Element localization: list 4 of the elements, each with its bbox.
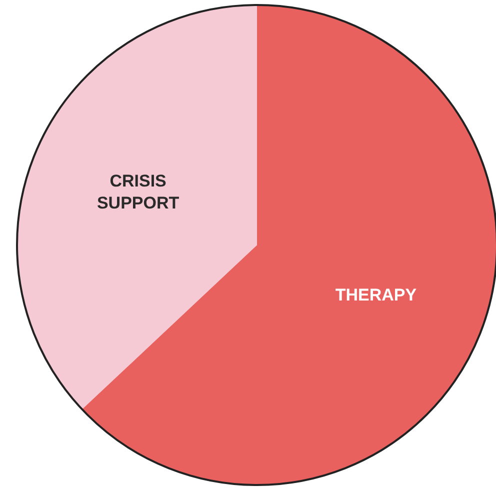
pie-slice (82, 5, 496, 485)
slice-label: THERAPY (335, 286, 418, 305)
pie-slice (17, 5, 257, 410)
slice-label: CRISIS SUPPORT (96, 172, 180, 214)
